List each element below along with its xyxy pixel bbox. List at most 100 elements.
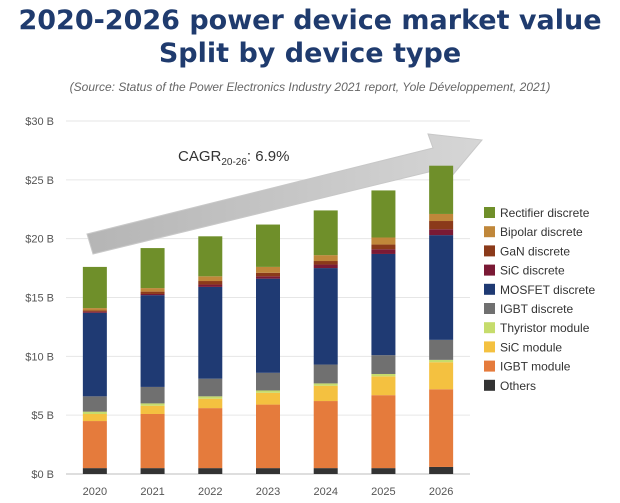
x-tick-label: 2025 [371, 486, 395, 498]
y-tick-label: $15 B [25, 293, 54, 305]
legend-label: Others [500, 379, 536, 393]
cagr-value: : 6.9% [247, 148, 290, 165]
bar-segment [82, 308, 107, 311]
bar-segment [313, 255, 338, 262]
bar-segment [198, 276, 223, 282]
bar-segment [313, 385, 338, 402]
bar-segment [140, 248, 165, 289]
bar-segment [429, 229, 454, 236]
x-tick-label: 2021 [140, 486, 164, 498]
bar-segment [140, 468, 165, 474]
bar-segment [82, 411, 107, 414]
bar-segment [82, 310, 107, 312]
bar-segment [256, 392, 280, 405]
y-axis: $0 B $5 B $10 B $15 B $20 B $25 B $30 B [25, 116, 54, 481]
legend: Rectifier discrete Bipolar discrete GaN di… [484, 206, 595, 393]
x-tick-label: 2023 [256, 486, 280, 498]
bar-segment [256, 272, 280, 277]
legend-label: SiC discrete [500, 264, 565, 278]
y-tick-label: $25 B [25, 175, 54, 187]
bar-segment [198, 396, 223, 399]
bar-segment [429, 466, 454, 474]
bar-segment [429, 221, 454, 230]
bar-segment [313, 210, 338, 256]
bar-segment [371, 355, 396, 374]
bar-segment [313, 364, 338, 384]
bar-segment [198, 378, 223, 397]
legend-label: Rectifier discrete [500, 206, 590, 220]
bar-segment [429, 362, 454, 390]
bar-segment [371, 249, 396, 254]
legend-swatch [484, 379, 495, 391]
bar-segment [198, 281, 223, 285]
bar-segment [140, 405, 165, 414]
bar-segment [429, 213, 454, 222]
bar-segment [256, 468, 280, 474]
legend-label: SiC module [500, 340, 562, 354]
legend-label: Bipolar discrete [500, 225, 583, 239]
bar-segment [198, 284, 223, 287]
bar-segment [82, 421, 107, 469]
title-line-2: Split by device type [158, 38, 462, 69]
bar-segment [313, 261, 338, 265]
bar-segment [198, 398, 223, 409]
bar-segment [256, 278, 280, 373]
bar-segment [429, 359, 454, 363]
legend-label: IGBT module [500, 360, 571, 374]
x-tick-label: 2026 [429, 486, 453, 498]
legend-swatch [484, 207, 495, 218]
legend-swatch [484, 264, 495, 276]
bar-segment [429, 389, 454, 467]
bar-segment [256, 390, 280, 393]
bar-segment [82, 311, 107, 313]
growth-arrow [86, 133, 483, 255]
legend-swatch [484, 283, 495, 295]
bar-segment [256, 276, 280, 279]
bar-segment [256, 266, 280, 273]
legend-swatch [484, 303, 495, 314]
bar-segment [82, 312, 107, 397]
bar-segment [313, 268, 338, 365]
bar-segment [140, 295, 165, 387]
legend-swatch [484, 226, 495, 238]
bar-segment [140, 293, 165, 296]
bar-segment [429, 235, 454, 340]
bar-segment [313, 383, 338, 386]
legend-swatch [484, 322, 495, 334]
bar-segment [371, 253, 396, 356]
bar-segment [198, 408, 223, 469]
bar-segment [140, 291, 165, 294]
y-tick-label: $20 B [25, 234, 54, 246]
bar-segment [429, 339, 454, 360]
x-axis: 2020 2021 2022 2023 2024 2025 2026 [83, 486, 454, 498]
cagr-subscript: 20-26 [221, 157, 247, 168]
x-tick-label: 2020 [83, 486, 107, 498]
bar-segment [371, 373, 396, 377]
bar-segment [371, 395, 396, 469]
bar-segment [82, 468, 107, 474]
legend-label: IGBT discrete [500, 302, 573, 316]
bar-segment [82, 396, 107, 412]
legend-label: MOSFET discrete [500, 283, 595, 297]
bar-segment [371, 190, 396, 238]
bar-segment [198, 468, 223, 474]
bar-segment [140, 288, 165, 292]
y-tick-label: $30 B [25, 116, 54, 128]
x-tick-label: 2022 [198, 486, 222, 498]
bar-segment [371, 244, 396, 250]
bar-segment [140, 413, 165, 469]
bar-segment [198, 286, 223, 379]
bar-segment [313, 468, 338, 474]
bar-segment [140, 386, 165, 404]
y-tick-label: $10 B [25, 351, 54, 363]
bar-segment [256, 372, 280, 391]
bar-segment [313, 401, 338, 469]
bar-segment [371, 376, 396, 396]
legend-swatch [484, 245, 495, 257]
bar-segment [140, 403, 165, 406]
x-tick-label: 2024 [313, 486, 337, 498]
bar-segment [313, 264, 338, 269]
bar-segment [371, 468, 396, 474]
bar-segment [82, 413, 107, 422]
